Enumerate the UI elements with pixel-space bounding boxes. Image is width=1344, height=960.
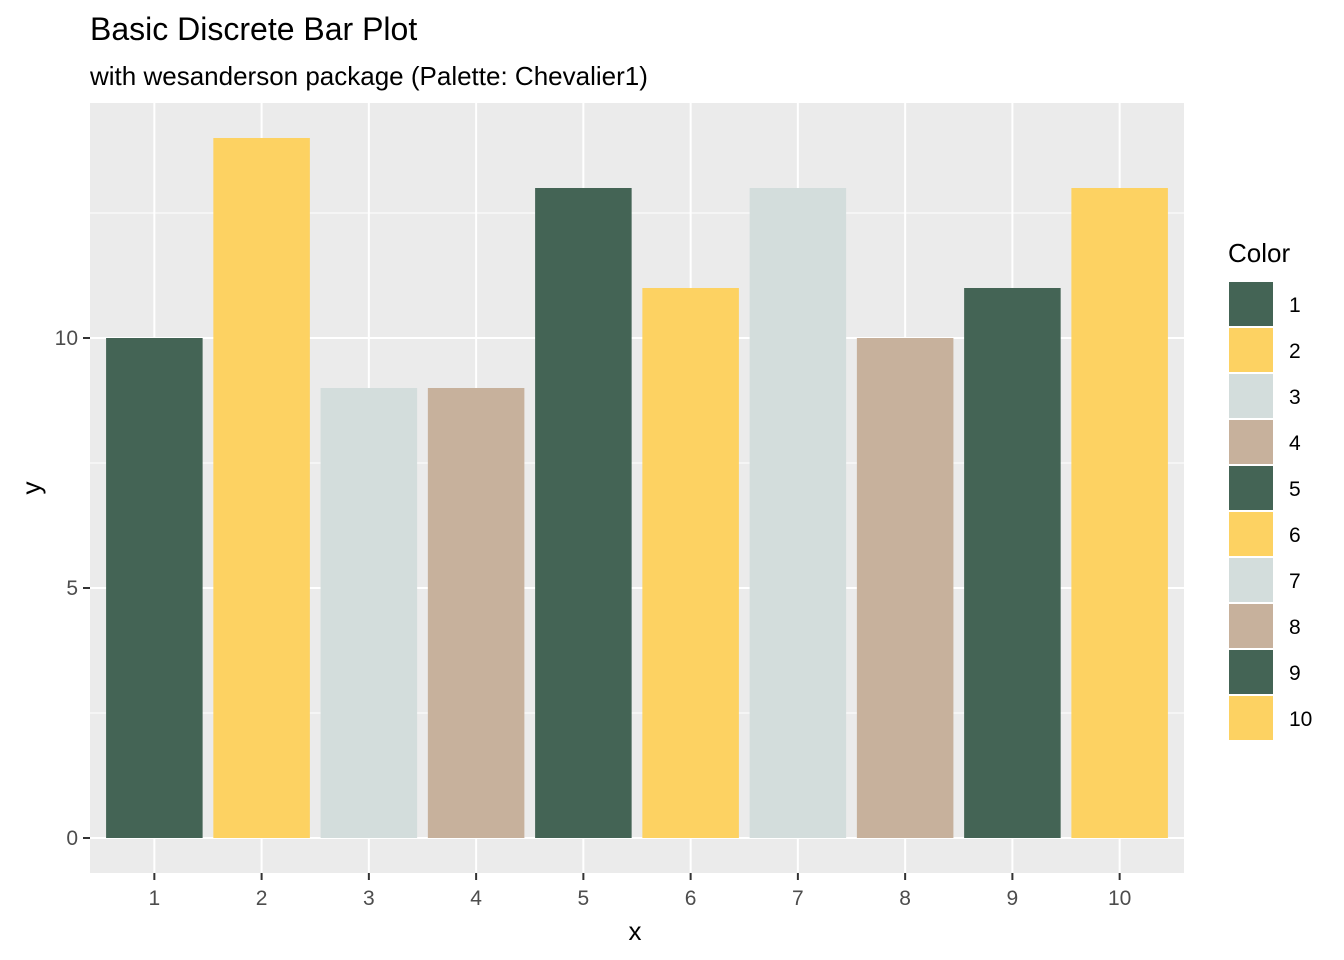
bar-3 [320,388,418,838]
bar-5 [535,188,632,838]
legend-title: Color [1228,238,1290,268]
legend-label-7: 7 [1289,570,1301,593]
legend-key-1 [1229,282,1273,326]
x-tick-label: 10 [1108,887,1131,910]
bar-1 [106,338,203,838]
chart-subtitle: with wesanderson package (Palette: Cheva… [89,61,648,91]
legend-label-4: 4 [1289,432,1301,455]
legend-key-3 [1229,374,1273,418]
x-tick-label: 5 [578,887,590,910]
legend-key-9 [1229,650,1273,694]
y-tick-label: 10 [55,327,78,350]
chart-title: Basic Discrete Bar Plot [90,11,417,47]
legend-label-9: 9 [1289,662,1301,685]
legend-label-5: 5 [1289,478,1301,501]
x-tick-label: 6 [685,887,697,910]
legend-key-6 [1229,512,1273,556]
legend-key-5 [1229,466,1273,510]
legend: Color 1 2 3 4 5 6 7 8 9 10 [1228,238,1312,740]
bar-2 [213,138,310,838]
legend-label-2: 2 [1289,340,1301,363]
axes: 0 5 10 1 2 3 4 5 6 7 8 9 10 [55,327,1132,910]
legend-key-2 [1229,328,1273,372]
legend-label-3: 3 [1289,386,1301,409]
bar-6 [642,288,739,838]
x-axis-title: x [629,916,642,946]
legend-key-7 [1229,558,1273,602]
legend-label-1: 1 [1289,294,1301,317]
legend-key-8 [1229,604,1273,648]
bar-9 [964,288,1061,838]
legend-key-10 [1229,696,1273,740]
x-tick-label: 7 [792,887,804,910]
x-tick-label: 2 [256,887,268,910]
y-tick-label: 5 [66,577,78,600]
x-tick-label: 4 [470,887,482,910]
y-axis-title: y [16,482,46,495]
legend-key-4 [1229,420,1273,464]
legend-label-10: 10 [1289,708,1312,731]
x-tick-label: 9 [1007,887,1019,910]
legend-label-6: 6 [1289,524,1301,547]
x-tick-label: 1 [149,887,161,910]
bars [106,138,1168,838]
bar-4 [427,388,525,838]
bar-10 [1071,188,1168,838]
x-tick-label: 8 [899,887,911,910]
bar-7 [749,188,847,838]
legend-label-8: 8 [1289,616,1301,639]
bar-8 [856,338,954,838]
x-tick-label: 3 [363,887,375,910]
y-tick-label: 0 [66,827,78,850]
